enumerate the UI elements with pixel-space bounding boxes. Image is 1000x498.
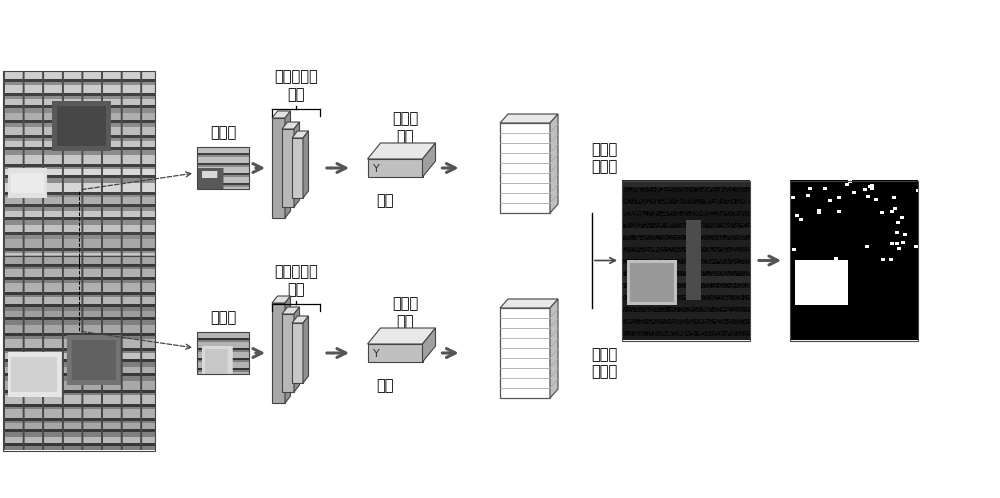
Bar: [272, 303, 285, 403]
Bar: [282, 314, 294, 392]
Bar: [3, 255, 155, 451]
Polygon shape: [368, 328, 436, 344]
Text: 图像块
特征: 图像块 特征: [392, 112, 418, 144]
Bar: [790, 180, 918, 341]
Bar: [3, 71, 155, 265]
Bar: [272, 118, 285, 218]
Text: 图像块: 图像块: [210, 310, 236, 325]
Polygon shape: [294, 122, 300, 207]
Bar: [197, 147, 249, 189]
Bar: [500, 308, 550, 398]
Polygon shape: [303, 131, 309, 198]
Text: 图像块
特征: 图像块 特征: [392, 297, 418, 329]
Polygon shape: [294, 307, 300, 392]
Polygon shape: [292, 316, 309, 323]
Bar: [197, 332, 249, 374]
Polygon shape: [272, 296, 290, 303]
Polygon shape: [285, 111, 290, 218]
Text: 训练好的编
码器: 训练好的编 码器: [274, 264, 318, 297]
Text: 拼接: 拼接: [376, 378, 394, 393]
Polygon shape: [292, 131, 309, 138]
Bar: [500, 123, 550, 213]
Bar: [368, 344, 422, 362]
Polygon shape: [282, 122, 300, 129]
Polygon shape: [303, 316, 309, 383]
Polygon shape: [285, 296, 290, 403]
Text: 图像全
局特征: 图像全 局特征: [591, 142, 617, 174]
Bar: [368, 159, 422, 177]
Polygon shape: [500, 299, 558, 308]
Text: Y: Y: [372, 349, 379, 359]
Polygon shape: [423, 143, 436, 177]
Polygon shape: [272, 111, 290, 118]
Polygon shape: [550, 299, 558, 398]
Bar: [622, 180, 750, 341]
Text: 图像全
局特征: 图像全 局特征: [591, 347, 617, 379]
Bar: [292, 138, 303, 198]
Text: 训练好的编
码器: 训练好的编 码器: [274, 70, 318, 102]
Text: 图像块: 图像块: [210, 125, 236, 140]
Polygon shape: [500, 114, 558, 123]
Text: Y: Y: [372, 164, 379, 174]
Text: 拼接: 拼接: [376, 193, 394, 208]
Bar: [292, 323, 303, 383]
Polygon shape: [282, 307, 300, 314]
Bar: [282, 129, 294, 207]
Polygon shape: [423, 328, 436, 362]
Polygon shape: [368, 143, 436, 159]
Polygon shape: [550, 114, 558, 213]
